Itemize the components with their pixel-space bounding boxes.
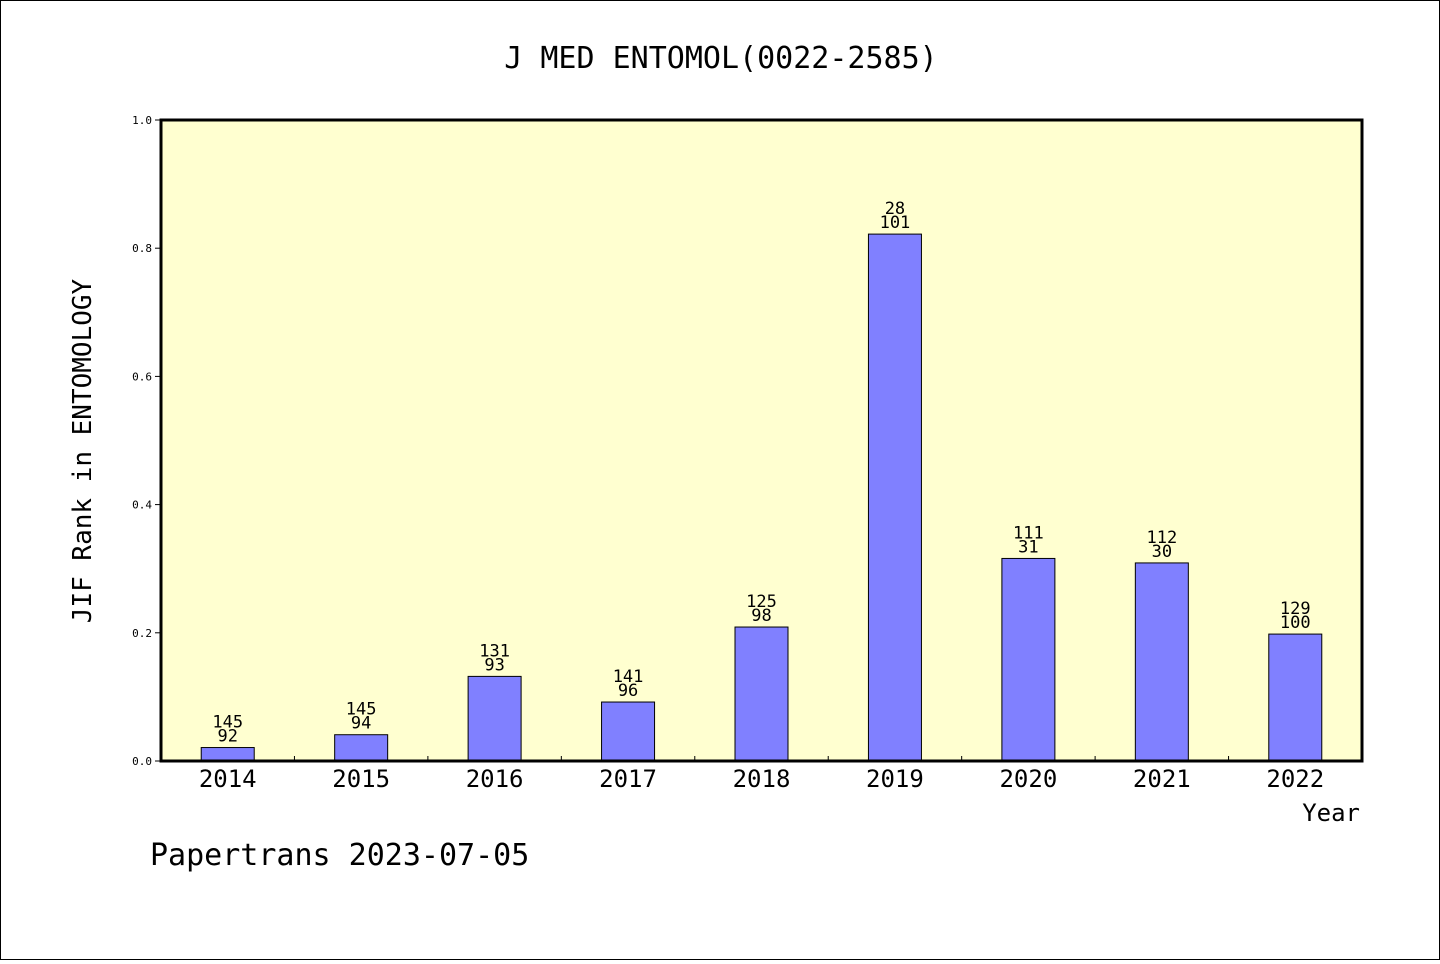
y-tick-label: 0.6	[132, 370, 152, 383]
data-label-top: 111	[1013, 523, 1044, 543]
x-tick-label: 2015	[332, 765, 390, 793]
data-label-bottom: 96	[618, 681, 638, 701]
x-tick-label: 2017	[599, 765, 657, 793]
data-label-top: 131	[479, 641, 510, 661]
bar-series	[200, 233, 1323, 762]
y-tick-label: 0.4	[132, 499, 152, 512]
x-tick-label: 2016	[466, 765, 524, 793]
data-label-bottom: 30	[1152, 542, 1172, 562]
data-label-top: 129	[1280, 599, 1311, 619]
x-axis-label: Year	[1302, 799, 1360, 827]
x-tick-label: 2014	[199, 765, 257, 793]
x-tick-label: 2021	[1133, 765, 1191, 793]
y-axis: 0.0 0.2 0.4 0.6 0.8 1.0	[132, 114, 161, 768]
data-label-bottom: 31	[1018, 537, 1038, 557]
footer-text: Papertrans 2023-07-05	[150, 838, 529, 873]
data-label-top: 112	[1146, 528, 1177, 548]
x-tick-label: 2020	[999, 765, 1057, 793]
y-tick-label: 0.0	[132, 755, 152, 768]
data-label-bottom: 93	[484, 655, 504, 675]
y-tick-label: 0.8	[132, 242, 152, 255]
data-label-top: 125	[746, 592, 777, 612]
bar-2017	[601, 701, 656, 762]
plot-border	[159, 118, 1364, 763]
bar-2022	[1268, 633, 1323, 762]
bar-2015	[334, 734, 389, 762]
x-tick-label: 2022	[1266, 765, 1324, 793]
data-label-top: 145	[212, 713, 243, 733]
bar-2021	[1134, 562, 1189, 762]
data-label-bottom: 92	[217, 727, 237, 747]
bar-2020	[1001, 557, 1056, 762]
x-tick-label: 2019	[866, 765, 924, 793]
data-label-top: 28	[885, 199, 905, 219]
data-label-top: 145	[346, 700, 377, 720]
y-tick-label: 0.2	[132, 627, 152, 640]
data-label-bottom: 101	[880, 213, 911, 233]
chart-title: J MED ENTOMOL(0022-2585)	[504, 41, 937, 76]
y-tick-label: 1.0	[132, 114, 152, 127]
bar-2014	[200, 747, 255, 762]
bar-2016	[467, 675, 522, 762]
data-label-top: 141	[613, 667, 644, 687]
x-axis: 2014 2015 2016 2017 2018 2019 2020 2021 2022	[199, 756, 1324, 793]
y-axis-label: JIF Rank in ENTOMOLOGY	[68, 278, 98, 623]
bar-2019	[867, 233, 922, 762]
x-tick-label: 2018	[733, 765, 791, 793]
data-label-bottom: 94	[351, 714, 371, 734]
bar-2018	[734, 626, 789, 762]
data-label-bottom: 100	[1280, 613, 1311, 633]
data-label-bottom: 98	[751, 606, 771, 626]
